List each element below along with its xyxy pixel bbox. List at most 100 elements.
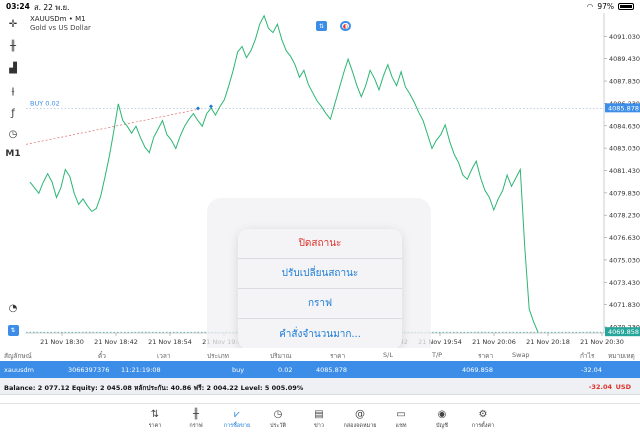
symbol-description: Gold vs US Dollar: [30, 24, 91, 32]
buy-price-tag: [605, 103, 640, 113]
time-tick-label: 21 Nov 18:30: [40, 338, 84, 346]
price-series-line: [29, 14, 539, 333]
bottom-tab-bar: ⇅ ราคา ╫ กราฟ ⩗ การซื้อขาย ◷ ประวัติ ▤ ข่าว @…: [0, 403, 640, 447]
position-row[interactable]: xauusdm 3066397376 11:21:19:08 buy 0.02 …: [0, 361, 640, 378]
row-current-price: 4069.858: [462, 366, 494, 374]
mail-at-icon: @: [355, 409, 365, 420]
col-price: ราคา: [330, 352, 346, 360]
col-tp: T/P: [432, 351, 443, 359]
tab-mailbox-label: กล่องจดหมาย: [343, 423, 377, 429]
price-tick-label: 4076.630: [609, 234, 640, 242]
account-balance-bar: Balance: 2 077.12 Equity: 2 045.08 หลักป…: [0, 378, 640, 395]
bid-price-tag-text: 4069.858: [608, 328, 639, 336]
objects-icon[interactable]: ◷: [8, 128, 18, 140]
modify-position-item[interactable]: ปรับเปลี่ยนสถานะ: [238, 259, 402, 289]
tab-settings[interactable]: ⚙ การตั้งค่า: [463, 408, 503, 430]
tab-quotes[interactable]: ⇅ ราคา: [135, 408, 175, 430]
close-position-item[interactable]: ปิดสถานะ: [238, 229, 402, 259]
bid-price-tag: [605, 327, 640, 337]
tab-trade-label: การซื้อขาย: [223, 423, 251, 429]
history-icon: ◷: [273, 409, 283, 420]
news-icon: ▤: [314, 409, 324, 420]
entry-marker: [209, 104, 213, 109]
one-click-trading-icon[interactable]: ⇅: [4, 322, 22, 338]
price-tick-label: 4073.430: [609, 279, 640, 287]
status-right: ◠ 97%: [587, 2, 634, 11]
total-profit: -32.04: [588, 383, 612, 391]
col-volume: ปริมาณ: [270, 352, 292, 360]
tab-account[interactable]: ◉ บัญชี: [422, 408, 462, 430]
row-open-price: 4085.878: [316, 366, 348, 374]
price-tick-label: 4091.030: [609, 33, 640, 41]
tab-chart-label: กราฟ: [189, 423, 203, 429]
tab-trade[interactable]: ⩗ การซื้อขาย: [217, 408, 257, 430]
price-tick-label: 4079.830: [609, 189, 640, 197]
status-time: 03:24: [6, 2, 30, 11]
row-profit: -32.04: [581, 366, 602, 374]
chat-icon: ▭: [396, 409, 406, 420]
time-tick-label: 21 Nov 20:30: [580, 338, 624, 346]
timeframe-button[interactable]: M1: [5, 149, 21, 159]
tab-account-label: บัญชี: [436, 423, 448, 429]
tab-history[interactable]: ◷ ประวัติ: [258, 408, 298, 430]
col-profit: กำไร: [580, 352, 595, 360]
row-time: 11:21:19:08: [121, 366, 161, 374]
row-symbol: xauusdm: [4, 366, 34, 374]
buy-level-label: BUY 0.02: [30, 99, 60, 107]
settings-icon: ⚙: [478, 409, 488, 420]
tab-chart[interactable]: ╫ กราฟ: [176, 408, 216, 430]
volume-bars-icon[interactable]: ▟: [9, 62, 17, 74]
col-sl: S/L: [383, 351, 393, 359]
time-tick-label: 21 Nov 20:18: [526, 338, 570, 346]
positions-table-header: สัญลักษณ์ ตั๋ว เวลา ประเภท ปริมาณ ราคา S…: [0, 348, 640, 361]
crosshair-icon[interactable]: ✛: [8, 18, 18, 30]
profit-currency: USD: [615, 383, 631, 391]
bulk-operations-item[interactable]: คำสั่งจำนวนมาก...: [238, 319, 402, 349]
tab-news-label: ข่าว: [314, 423, 324, 429]
col-type: ประเภท: [207, 352, 229, 360]
symbol-name: XAUUSDm • M1: [30, 15, 86, 23]
tab-quotes-label: ราคา: [148, 423, 162, 429]
row-volume: 0.02: [278, 366, 293, 374]
col-time: เวลา: [157, 352, 171, 360]
candles-icon: ╫: [192, 409, 200, 420]
one-click-sell-icon[interactable]: ⇅: [316, 21, 327, 31]
price-tick-label: 4075.030: [609, 256, 640, 264]
time-tick-label: 21 Nov 18:54: [148, 338, 192, 346]
entry-marker: [196, 106, 200, 111]
tab-settings-label: การตั้งค่า: [471, 423, 495, 429]
position-context-menu: ปิดสถานะ ปรับเปลี่ยนสถานะ กราฟ คำสั่งจำน…: [238, 229, 402, 349]
status-date: ส. 22 พ.ย.: [34, 3, 70, 12]
col-ticket: ตั๋ว: [98, 352, 106, 360]
col-swap: Swap: [512, 351, 530, 359]
price-tick-label: 4083.030: [609, 145, 640, 153]
tab-history-label: ประวัติ: [269, 423, 287, 429]
price-tick-label: 4078.230: [609, 212, 640, 220]
wifi-icon: ◠: [586, 2, 594, 11]
row-ticket: 3066397376: [68, 366, 110, 374]
tab-chat[interactable]: ▭ แชท: [381, 408, 421, 430]
one-click-buy-icon[interactable]: ◐: [340, 21, 351, 31]
price-tick-label: 4084.630: [609, 122, 640, 130]
col-comment: หมายเหตุ: [608, 352, 635, 360]
time-tick-label: 21 Nov 19:54: [418, 338, 462, 346]
balance-summary: Balance: 2 077.12 Equity: 2 045.08 หลักป…: [4, 384, 304, 392]
function-icon[interactable]: ƒ: [11, 107, 15, 119]
tab-news[interactable]: ▤ ข่าว: [299, 408, 339, 430]
tab-chat-label: แชท: [395, 423, 407, 429]
price-tick-label: 4089.430: [609, 55, 640, 63]
battery-icon: [618, 3, 634, 10]
time-tick-label: 21 Nov 20:06: [472, 338, 516, 346]
indicators-icon[interactable]: ⫲: [11, 85, 15, 97]
chart-item[interactable]: กราฟ: [238, 289, 402, 319]
col-symbol: สัญลักษณ์: [4, 352, 32, 360]
buy-price-tag-text: 4085.878: [608, 104, 639, 112]
tab-mailbox[interactable]: @ กล่องจดหมาย: [340, 408, 380, 430]
price-tick-label: 4081.430: [609, 167, 640, 175]
col-current-price: ราคา: [478, 352, 494, 360]
price-tick-label: 4071.830: [609, 301, 640, 309]
chart-toolbar: ✛ ╫ ▟ ⫲ ƒ ◷ M1 ◔ ⇅: [0, 13, 26, 353]
speedometer-icon[interactable]: ◔: [8, 302, 18, 314]
chart-type-icon[interactable]: ╫: [9, 40, 17, 52]
